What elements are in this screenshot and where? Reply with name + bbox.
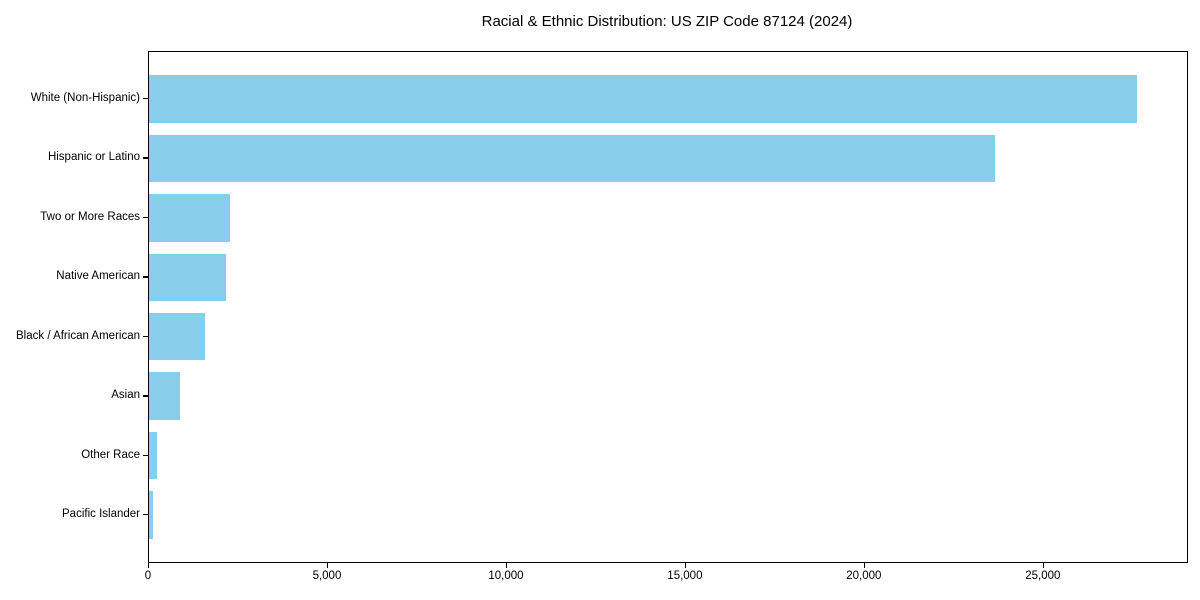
y-label-other-race: Other Race bbox=[81, 448, 140, 461]
bar-white-non-hispanic bbox=[149, 75, 1137, 123]
bar-other-race bbox=[149, 431, 157, 480]
x-tick-label-5,000: 5,000 bbox=[312, 570, 342, 582]
bar-native-american bbox=[149, 253, 226, 302]
y-label-white-non-hispanic: White (Non-Hispanic) bbox=[30, 91, 140, 104]
y-tick-native-american bbox=[143, 276, 148, 278]
bar-asian bbox=[149, 372, 181, 420]
bar-pacific-islander bbox=[149, 491, 154, 539]
x-tick-label-25,000: 25,000 bbox=[1025, 570, 1061, 582]
bar-two-or-more-races bbox=[149, 194, 231, 242]
y-tick-white-non-hispanic bbox=[143, 97, 148, 100]
plot-area bbox=[148, 51, 1188, 563]
x-tick-label-20,000: 20,000 bbox=[846, 570, 882, 582]
chart-title: Racial & Ethnic Distribution: US ZIP Cod… bbox=[481, 13, 853, 30]
y-label-pacific-islander: Pacific Islander bbox=[62, 508, 140, 521]
y-tick-hispanic-or-latino bbox=[143, 157, 148, 159]
y-label-asian: Asian bbox=[111, 389, 140, 402]
x-tick-5,000 bbox=[326, 562, 329, 568]
y-tick-other-race bbox=[143, 454, 148, 456]
x-tick-label-15,000: 15,000 bbox=[667, 570, 703, 582]
x-tick-label-0: 0 bbox=[144, 570, 152, 582]
y-tick-black-african-american bbox=[143, 335, 148, 338]
x-tick-label-10,000: 10,000 bbox=[488, 570, 524, 582]
x-tick-10,000 bbox=[505, 562, 508, 568]
x-tick-25,000 bbox=[1042, 562, 1045, 568]
y-label-two-or-more-races: Two or More Races bbox=[40, 210, 140, 223]
y-tick-pacific-islander bbox=[143, 514, 148, 516]
y-tick-two-or-more-races bbox=[143, 216, 148, 219]
x-tick-0 bbox=[148, 562, 150, 568]
bar-hispanic-or-latino bbox=[149, 134, 995, 183]
x-tick-15,000 bbox=[684, 562, 687, 568]
bar-black-african-american bbox=[149, 312, 206, 361]
y-label-native-american: Native American bbox=[56, 270, 140, 283]
y-label-hispanic-or-latino: Hispanic or Latino bbox=[47, 151, 140, 164]
y-label-black-african-american: Black / African American bbox=[16, 329, 140, 342]
x-tick-20,000 bbox=[863, 562, 866, 568]
y-tick-asian bbox=[143, 395, 148, 397]
